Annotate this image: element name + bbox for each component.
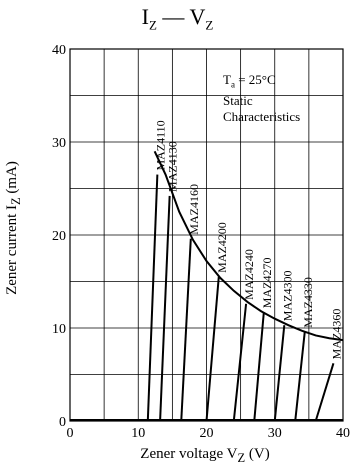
series-label-maz4240: MAZ4240 (242, 249, 256, 300)
legend-temperature: Ta = 25°C (223, 72, 276, 90)
y-tick-label: 30 (52, 136, 66, 151)
y-tick-label: 40 (52, 43, 66, 58)
series-line-maz4300 (273, 325, 286, 422)
series-line-maz4360 (314, 363, 335, 422)
series-label-maz4330: MAZ4330 (301, 277, 315, 328)
series-line-maz4240 (232, 303, 248, 422)
series-label-maz4130: MAZ4130 (166, 141, 180, 192)
legend-static: Static (223, 92, 253, 108)
power-limit-curve (153, 150, 344, 342)
x-tick-label: 0 (67, 426, 74, 441)
series-line-maz4110 (146, 174, 159, 422)
series-label-maz4160: MAZ4160 (187, 184, 201, 235)
series-line-maz4200 (205, 276, 220, 422)
series-line-maz4130 (159, 195, 171, 422)
x-axis-label: Zener voltage VZ (V) (140, 446, 270, 465)
x-tick-label: 40 (336, 426, 350, 441)
series-line-maz4330 (294, 331, 306, 422)
x-tick-label: 10 (131, 426, 145, 441)
legend-box: Ta = 25°C Static Characteristics (223, 72, 300, 125)
series-label-maz4360: MAZ4360 (329, 309, 343, 360)
series-line-maz4160 (180, 238, 192, 422)
series-label-maz4300: MAZ4300 (280, 271, 294, 322)
series-label-maz4270: MAZ4270 (260, 258, 274, 309)
series-line-maz4270 (253, 312, 265, 422)
y-tick-label: 0 (59, 415, 66, 430)
y-axis-label: Zener current IZ (mA) (4, 161, 23, 295)
x-tick-label: 20 (200, 426, 214, 441)
series-label-maz4200: MAZ4200 (215, 222, 229, 273)
legend-characteristics: Characteristics (223, 108, 301, 124)
x-tick-label: 30 (268, 426, 282, 441)
y-tick-label: 20 (52, 229, 66, 244)
series-label-maz4110: MAZ4110 (153, 120, 167, 170)
chart-title: IZ — VZ (141, 4, 214, 33)
y-tick-label: 10 (52, 322, 66, 337)
